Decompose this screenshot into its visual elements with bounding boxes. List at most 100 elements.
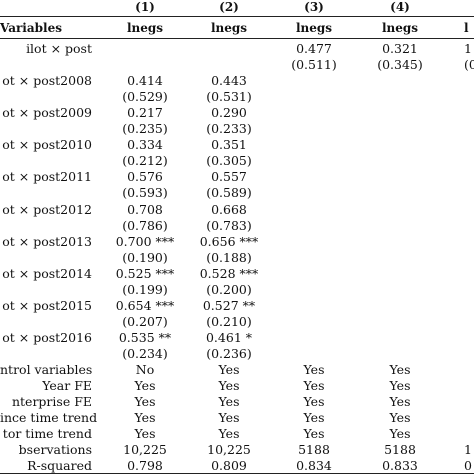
- cell-c2: (0.305): [206, 153, 252, 169]
- cell-c2: Yes: [218, 362, 240, 377]
- cell-c1: (0.207): [122, 313, 168, 329]
- col-number-3: (3): [304, 0, 324, 14]
- cell-c3: Yes: [303, 394, 325, 410]
- dep-var-2: lnegs: [210, 21, 248, 35]
- cell-c2: (0.236): [206, 345, 252, 361]
- row-label: ot × post2012: [2, 201, 92, 217]
- row-label: ot × post2008: [2, 73, 92, 89]
- cell-c1: No: [135, 362, 155, 377]
- row-label: ot × post2013: [2, 233, 92, 249]
- row-label: ntrol variables: [0, 362, 93, 377]
- cell-c5: (0: [464, 57, 474, 73]
- cell-c4: Yes: [389, 378, 411, 394]
- cell-c3: (0.511): [291, 57, 337, 73]
- cell-c1: 0.708: [127, 201, 163, 217]
- cell-c2: (0.531): [206, 89, 252, 105]
- row-label: Year FE: [42, 378, 92, 394]
- cell-c2: (0.210): [206, 313, 252, 329]
- cell-c3: 0.477: [296, 41, 332, 56]
- cell-c2: (0.589): [206, 185, 252, 201]
- cell-c1: (0.190): [122, 249, 168, 265]
- cell-c2: 0.668: [211, 201, 247, 217]
- cell-c5: 1: [464, 442, 472, 458]
- cell-c2: Yes: [218, 426, 240, 442]
- cell-c1: Yes: [134, 426, 156, 442]
- cell-c4: Yes: [389, 394, 411, 410]
- cell-c1: (0.234): [122, 345, 168, 361]
- cell-c2: (0.783): [206, 217, 252, 233]
- cell-c4: Yes: [389, 426, 411, 442]
- cell-c3: Yes: [303, 410, 325, 426]
- cell-c2: 0.527 **: [202, 297, 256, 313]
- cell-c1: 0.414: [127, 73, 163, 89]
- cell-c2: 0.461 *: [205, 329, 252, 345]
- cell-c1: (0.212): [122, 153, 168, 169]
- cell-c4: 0.321: [382, 41, 418, 56]
- cell-c2: Yes: [218, 394, 240, 410]
- cell-c1: 10,225: [123, 442, 167, 458]
- cell-c3: Yes: [303, 378, 325, 394]
- cell-c2: (0.188): [206, 249, 252, 265]
- row-label: bservations: [18, 442, 92, 458]
- cell-c4: Yes: [389, 362, 411, 377]
- cell-c2: 0.528 ***: [199, 265, 259, 281]
- cell-c1: 0.798: [127, 458, 163, 474]
- row-label: ot × post2014: [2, 265, 92, 281]
- cell-c3: Yes: [303, 362, 325, 377]
- dep-var-5: l: [464, 21, 469, 35]
- cell-c4: 5188: [384, 442, 416, 458]
- cell-c1: Yes: [134, 394, 156, 410]
- col-number-1: (1): [135, 0, 155, 14]
- cell-c2: 0.443: [211, 73, 247, 89]
- cell-c2: 0.351: [211, 137, 247, 153]
- cell-c2: 0.809: [211, 458, 247, 474]
- cell-c1: (0.593): [122, 185, 168, 201]
- cell-c1: Yes: [134, 410, 156, 426]
- cell-c1: 0.654 ***: [115, 297, 175, 313]
- header-bottom-rule: [0, 38, 474, 39]
- cell-c2: 10,225: [207, 442, 251, 458]
- row-label: ince time trend: [0, 410, 98, 426]
- cell-c2: 0.557: [211, 169, 247, 185]
- cell-c1: 0.334: [127, 137, 163, 153]
- row-label: ot × post2009: [2, 105, 92, 121]
- cell-c4: Yes: [389, 410, 411, 426]
- cell-c1: (0.235): [122, 121, 168, 137]
- row-label: ot × post2016: [2, 329, 92, 345]
- cell-c3: 0.834: [296, 458, 332, 474]
- cell-c3: Yes: [303, 426, 325, 442]
- row-label: ot × post2015: [2, 297, 92, 313]
- cell-c4: (0.345): [377, 57, 423, 73]
- cell-c2: 0.290: [211, 105, 247, 121]
- header-top-rule: [0, 16, 474, 17]
- cell-c2: Yes: [218, 378, 240, 394]
- cell-c1: 0.700 ***: [115, 233, 175, 249]
- row-label: R-squared: [27, 458, 92, 474]
- row-label: ot × post2010: [2, 137, 92, 153]
- cell-c2: (0.200): [206, 281, 252, 297]
- cell-c5: 1: [464, 41, 472, 56]
- cell-c1: 0.217: [127, 105, 163, 121]
- col-number-2: (2): [219, 0, 239, 14]
- cell-c1: 0.525 ***: [115, 265, 175, 281]
- cell-c1: (0.529): [122, 89, 168, 105]
- cell-c2: Yes: [218, 410, 240, 426]
- col-number-4: (4): [390, 0, 410, 14]
- cell-c2: 0.656 ***: [199, 233, 259, 249]
- cell-c4: 0.833: [382, 458, 418, 474]
- row-label: ot × post2011: [2, 169, 92, 185]
- dep-var-4: lnegs: [381, 21, 419, 35]
- cell-c1: Yes: [134, 378, 156, 394]
- row-label: ilot × post: [26, 41, 92, 56]
- row-label: tor time trend: [2, 426, 92, 442]
- dep-var-3: lnegs: [295, 21, 333, 35]
- cell-c5: 0: [464, 458, 472, 474]
- cell-c1: 0.535 **: [118, 329, 172, 345]
- cell-c1: (0.786): [122, 217, 168, 233]
- cell-c1: (0.199): [122, 281, 168, 297]
- cell-c3: 5188: [298, 442, 330, 458]
- cell-c1: 0.576: [127, 169, 163, 185]
- dep-var-1: lnegs: [126, 21, 164, 35]
- variables-header: Variables: [0, 21, 62, 35]
